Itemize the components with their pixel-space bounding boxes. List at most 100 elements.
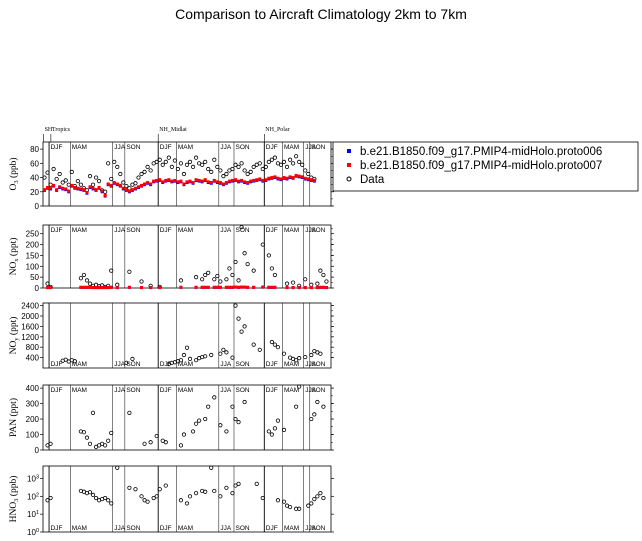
data-point (239, 329, 244, 334)
y-axis-label: HNO3 (ppb) (8, 476, 20, 523)
panel-1: DJF MAM JJA SON DJF MAM JJA SON DJF MAM JJASON0204… (8, 141, 334, 211)
data-point (178, 161, 184, 166)
model-point (212, 178, 216, 182)
data-point (72, 359, 77, 364)
data-point (206, 166, 211, 172)
season-label-jja: JJA (220, 387, 232, 394)
data-point (257, 161, 262, 166)
data-point (45, 281, 50, 286)
model-point (109, 183, 113, 187)
data-point (272, 426, 278, 431)
y-tick-label: 200 (26, 415, 40, 424)
legend-marker (347, 149, 351, 153)
data-point (275, 418, 281, 423)
data-point (233, 162, 238, 167)
model-point (227, 179, 231, 183)
data-point (321, 272, 326, 278)
data-point (291, 161, 296, 166)
legend-marker (347, 163, 351, 167)
data-point (287, 504, 293, 510)
data-point (233, 416, 238, 422)
model-point (103, 286, 107, 290)
data-point (212, 395, 217, 400)
y-tick-label: 100 (27, 528, 39, 537)
model-point (91, 186, 95, 190)
data-point (184, 162, 190, 167)
series-data (60, 303, 323, 367)
model-point (124, 188, 128, 192)
season-label-son: SON (235, 227, 249, 234)
model-point (261, 178, 265, 182)
data-point (242, 399, 247, 405)
data-point (260, 166, 265, 172)
data-point (318, 351, 323, 356)
data-point (245, 262, 250, 267)
model-point (52, 183, 56, 187)
model-point (234, 178, 238, 182)
y-tick-label: 400 (26, 354, 40, 363)
season-label-son: SON (235, 387, 249, 394)
data-point (312, 412, 317, 417)
y-axis-label: PAN (ppt) (8, 398, 19, 437)
data-point (54, 176, 59, 182)
model-point (46, 286, 50, 290)
data-point (315, 281, 320, 286)
data-point (154, 159, 159, 165)
season-label-son: SON (126, 144, 140, 151)
model-point (85, 190, 89, 194)
season-label-djf: DJF (266, 144, 278, 151)
data-point (212, 488, 217, 494)
data-point (90, 182, 96, 187)
data-point (157, 487, 162, 492)
data-point (106, 161, 111, 166)
plot-frame (42, 384, 332, 451)
panel-5: DJF MAM JJA SON DJF MAM JJA SON DJF MAM JJASON1001… (8, 465, 334, 537)
data-point (93, 495, 99, 501)
legend-entry-2: b.e21.B1850.f09_g17.PMIP4-midHolo.proto0… (360, 160, 602, 172)
model-point (252, 285, 256, 289)
season-label-djf: DJF (266, 361, 278, 368)
data-point (294, 404, 299, 409)
plot-frame (42, 302, 332, 369)
model-point (267, 285, 271, 289)
data-point (127, 485, 132, 490)
data-point (106, 498, 111, 503)
season-label-jja: JJA (114, 525, 126, 532)
model-point (218, 285, 222, 289)
data-point (154, 494, 159, 499)
data-point (127, 269, 132, 274)
data-point (163, 159, 168, 165)
season-label-djf: DJF (51, 144, 63, 151)
model-point (224, 181, 228, 185)
y-tick-label: 0 (35, 446, 40, 455)
season-label-mam: MAM (284, 144, 299, 151)
data-point (215, 273, 220, 279)
data-point (239, 161, 244, 166)
data-point (278, 162, 284, 167)
season-label-jja: JJA (305, 361, 317, 368)
data-point (87, 441, 93, 446)
season-label-jja: JJA (305, 144, 317, 151)
data-point (133, 181, 138, 186)
data-point (184, 345, 190, 350)
model-point (194, 285, 198, 289)
model-point (152, 179, 156, 183)
season-label-son: SON (126, 361, 140, 368)
data-point (224, 171, 229, 177)
data-point (48, 441, 53, 446)
data-point (103, 443, 108, 448)
model-point (143, 182, 147, 186)
model-point (261, 285, 265, 289)
data-point (218, 279, 223, 284)
data-point (291, 280, 296, 285)
data-point (109, 501, 114, 506)
y-axis-label: NOy (ppt) (8, 317, 20, 355)
data-point (78, 276, 83, 281)
model-point (161, 180, 165, 184)
data-point (257, 347, 262, 352)
season-label-djf: DJF (51, 361, 63, 368)
data-point (215, 164, 220, 169)
model-point (82, 188, 86, 192)
model-point (306, 177, 310, 181)
data-point (78, 182, 83, 187)
